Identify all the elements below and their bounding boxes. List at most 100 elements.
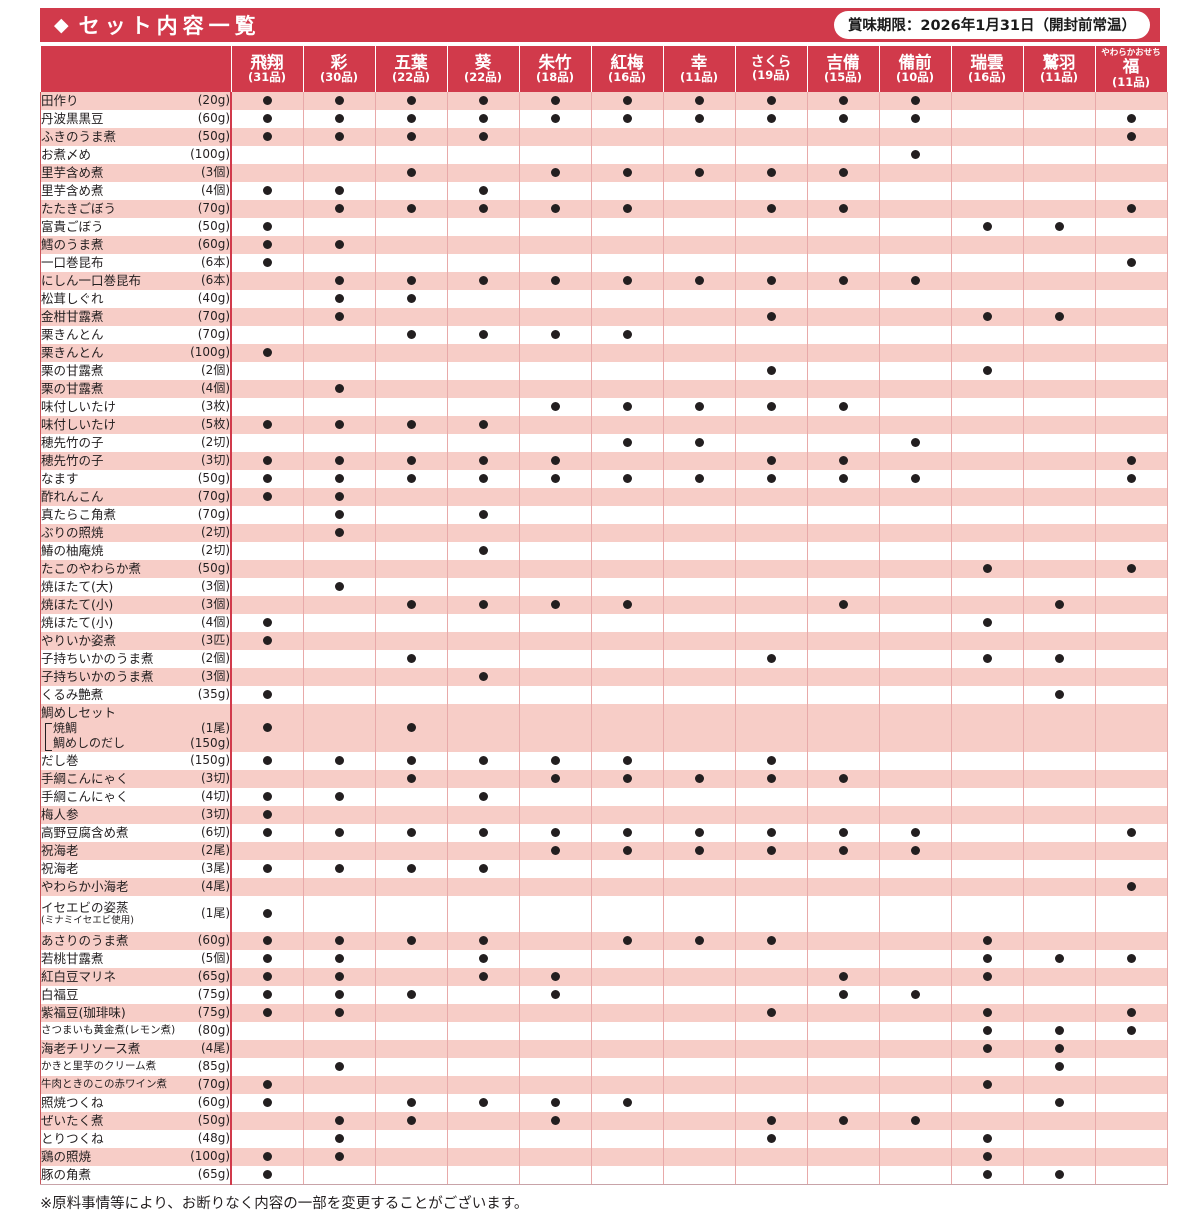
table-row: かきと里芋のクリーム煮 (85g) bbox=[40, 1057, 1168, 1076]
empty-cell bbox=[590, 859, 664, 878]
included-dot-icon bbox=[406, 654, 416, 663]
empty-cell bbox=[1022, 542, 1096, 560]
empty-cell bbox=[806, 146, 880, 164]
item-quantity: (85g) bbox=[197, 1059, 230, 1074]
empty-cell bbox=[662, 805, 736, 824]
empty-cell bbox=[230, 1111, 304, 1130]
empty-cell bbox=[590, 542, 664, 560]
item-name-cell: たこのやわらか煮 (50g) bbox=[40, 560, 232, 578]
empty-cell bbox=[590, 1111, 664, 1130]
empty-cell bbox=[950, 326, 1024, 344]
empty-cell bbox=[518, 1057, 592, 1076]
item-name-cell: 若桃甘露煮 (5個) bbox=[40, 949, 232, 968]
item-name-cell: とりつくね (48g) bbox=[40, 1129, 232, 1148]
empty-cell bbox=[1094, 1057, 1168, 1076]
empty-cell bbox=[1094, 326, 1168, 344]
included-mark-cell bbox=[374, 416, 448, 434]
item-name-cell: イセエビの姿蒸 (ミナミイセエビ使用) (1尾) bbox=[40, 895, 232, 932]
included-dot-icon bbox=[334, 827, 344, 837]
included-dot-icon bbox=[982, 222, 992, 231]
item-quantity: (50g) bbox=[197, 129, 230, 144]
table-row: 里芋含め煮 (3個) bbox=[40, 164, 1168, 182]
item-quantity: (2切) bbox=[201, 543, 230, 558]
empty-cell bbox=[734, 146, 808, 164]
included-mark-cell bbox=[374, 452, 448, 470]
included-dot-icon bbox=[262, 1079, 272, 1089]
empty-cell bbox=[878, 686, 952, 704]
empty-cell bbox=[518, 1165, 592, 1185]
item-quantity: (2尾) bbox=[201, 843, 230, 858]
included-dot-icon bbox=[838, 168, 848, 177]
included-dot-icon bbox=[838, 456, 848, 465]
empty-cell bbox=[1094, 1111, 1168, 1130]
included-mark-cell bbox=[446, 542, 520, 560]
included-mark-cell bbox=[878, 985, 952, 1004]
item-quantity: (65g) bbox=[197, 969, 230, 984]
included-mark-cell bbox=[878, 92, 952, 110]
included-mark-cell bbox=[1022, 1039, 1096, 1058]
empty-cell bbox=[734, 967, 808, 986]
empty-cell bbox=[230, 326, 304, 344]
empty-cell bbox=[878, 290, 952, 308]
included-dot-icon bbox=[478, 114, 488, 123]
empty-cell bbox=[878, 560, 952, 578]
empty-cell bbox=[806, 668, 880, 686]
included-mark-cell bbox=[302, 236, 376, 254]
empty-cell bbox=[806, 344, 880, 362]
included-mark-cell bbox=[662, 164, 736, 182]
included-dot-icon bbox=[550, 168, 560, 177]
empty-cell bbox=[734, 1093, 808, 1112]
item-name-cell: 栗の甘露煮 (2個) bbox=[40, 362, 232, 380]
empty-cell bbox=[446, 1111, 520, 1130]
empty-cell bbox=[734, 1165, 808, 1185]
included-mark-cell bbox=[302, 1057, 376, 1076]
empty-cell bbox=[662, 751, 736, 770]
empty-cell bbox=[662, 895, 736, 932]
included-dot-icon bbox=[982, 1133, 992, 1143]
included-dot-icon bbox=[262, 96, 272, 105]
included-dot-icon bbox=[262, 456, 272, 465]
empty-cell bbox=[1022, 704, 1096, 752]
included-dot-icon bbox=[334, 935, 344, 945]
empty-cell bbox=[1022, 1129, 1096, 1148]
empty-cell bbox=[806, 949, 880, 968]
empty-cell bbox=[662, 686, 736, 704]
included-dot-icon bbox=[1126, 827, 1136, 837]
empty-cell bbox=[446, 1165, 520, 1185]
empty-cell bbox=[878, 398, 952, 416]
empty-cell bbox=[302, 218, 376, 236]
item-name: 照焼つくね bbox=[41, 1094, 104, 1110]
empty-cell bbox=[950, 380, 1024, 398]
item-name: かきと里芋のクリーム煮 bbox=[41, 1059, 157, 1072]
column-header-8: さくら (19品) bbox=[734, 46, 808, 92]
empty-cell bbox=[1022, 823, 1096, 842]
empty-cell bbox=[1094, 164, 1168, 182]
item-quantity: (40g) bbox=[197, 291, 230, 306]
empty-cell bbox=[518, 859, 592, 878]
included-mark-cell bbox=[734, 1111, 808, 1130]
included-mark-cell bbox=[950, 614, 1024, 632]
included-dot-icon bbox=[838, 827, 848, 837]
included-mark-cell bbox=[518, 398, 592, 416]
empty-cell bbox=[806, 1075, 880, 1094]
included-mark-cell bbox=[590, 470, 664, 488]
included-mark-cell bbox=[734, 200, 808, 218]
column-header-12: 鷲羽 (11品) bbox=[1022, 46, 1096, 92]
empty-cell bbox=[518, 506, 592, 524]
included-mark-cell bbox=[662, 470, 736, 488]
included-dot-icon bbox=[262, 420, 272, 429]
included-dot-icon bbox=[334, 863, 344, 873]
table-row: 若桃甘露煮 (5個) bbox=[40, 949, 1168, 968]
empty-cell bbox=[662, 1021, 736, 1040]
included-mark-cell bbox=[806, 92, 880, 110]
empty-cell bbox=[590, 578, 664, 596]
included-dot-icon bbox=[622, 600, 632, 609]
empty-cell bbox=[446, 1021, 520, 1040]
empty-cell bbox=[950, 146, 1024, 164]
included-dot-icon bbox=[982, 1079, 992, 1089]
item-quantity: (80g) bbox=[197, 1023, 230, 1038]
item-name: 焼ほたて(大) bbox=[41, 579, 114, 595]
item-quantity: (3枚) bbox=[201, 399, 230, 414]
empty-cell bbox=[1022, 200, 1096, 218]
included-dot-icon bbox=[1126, 881, 1136, 891]
